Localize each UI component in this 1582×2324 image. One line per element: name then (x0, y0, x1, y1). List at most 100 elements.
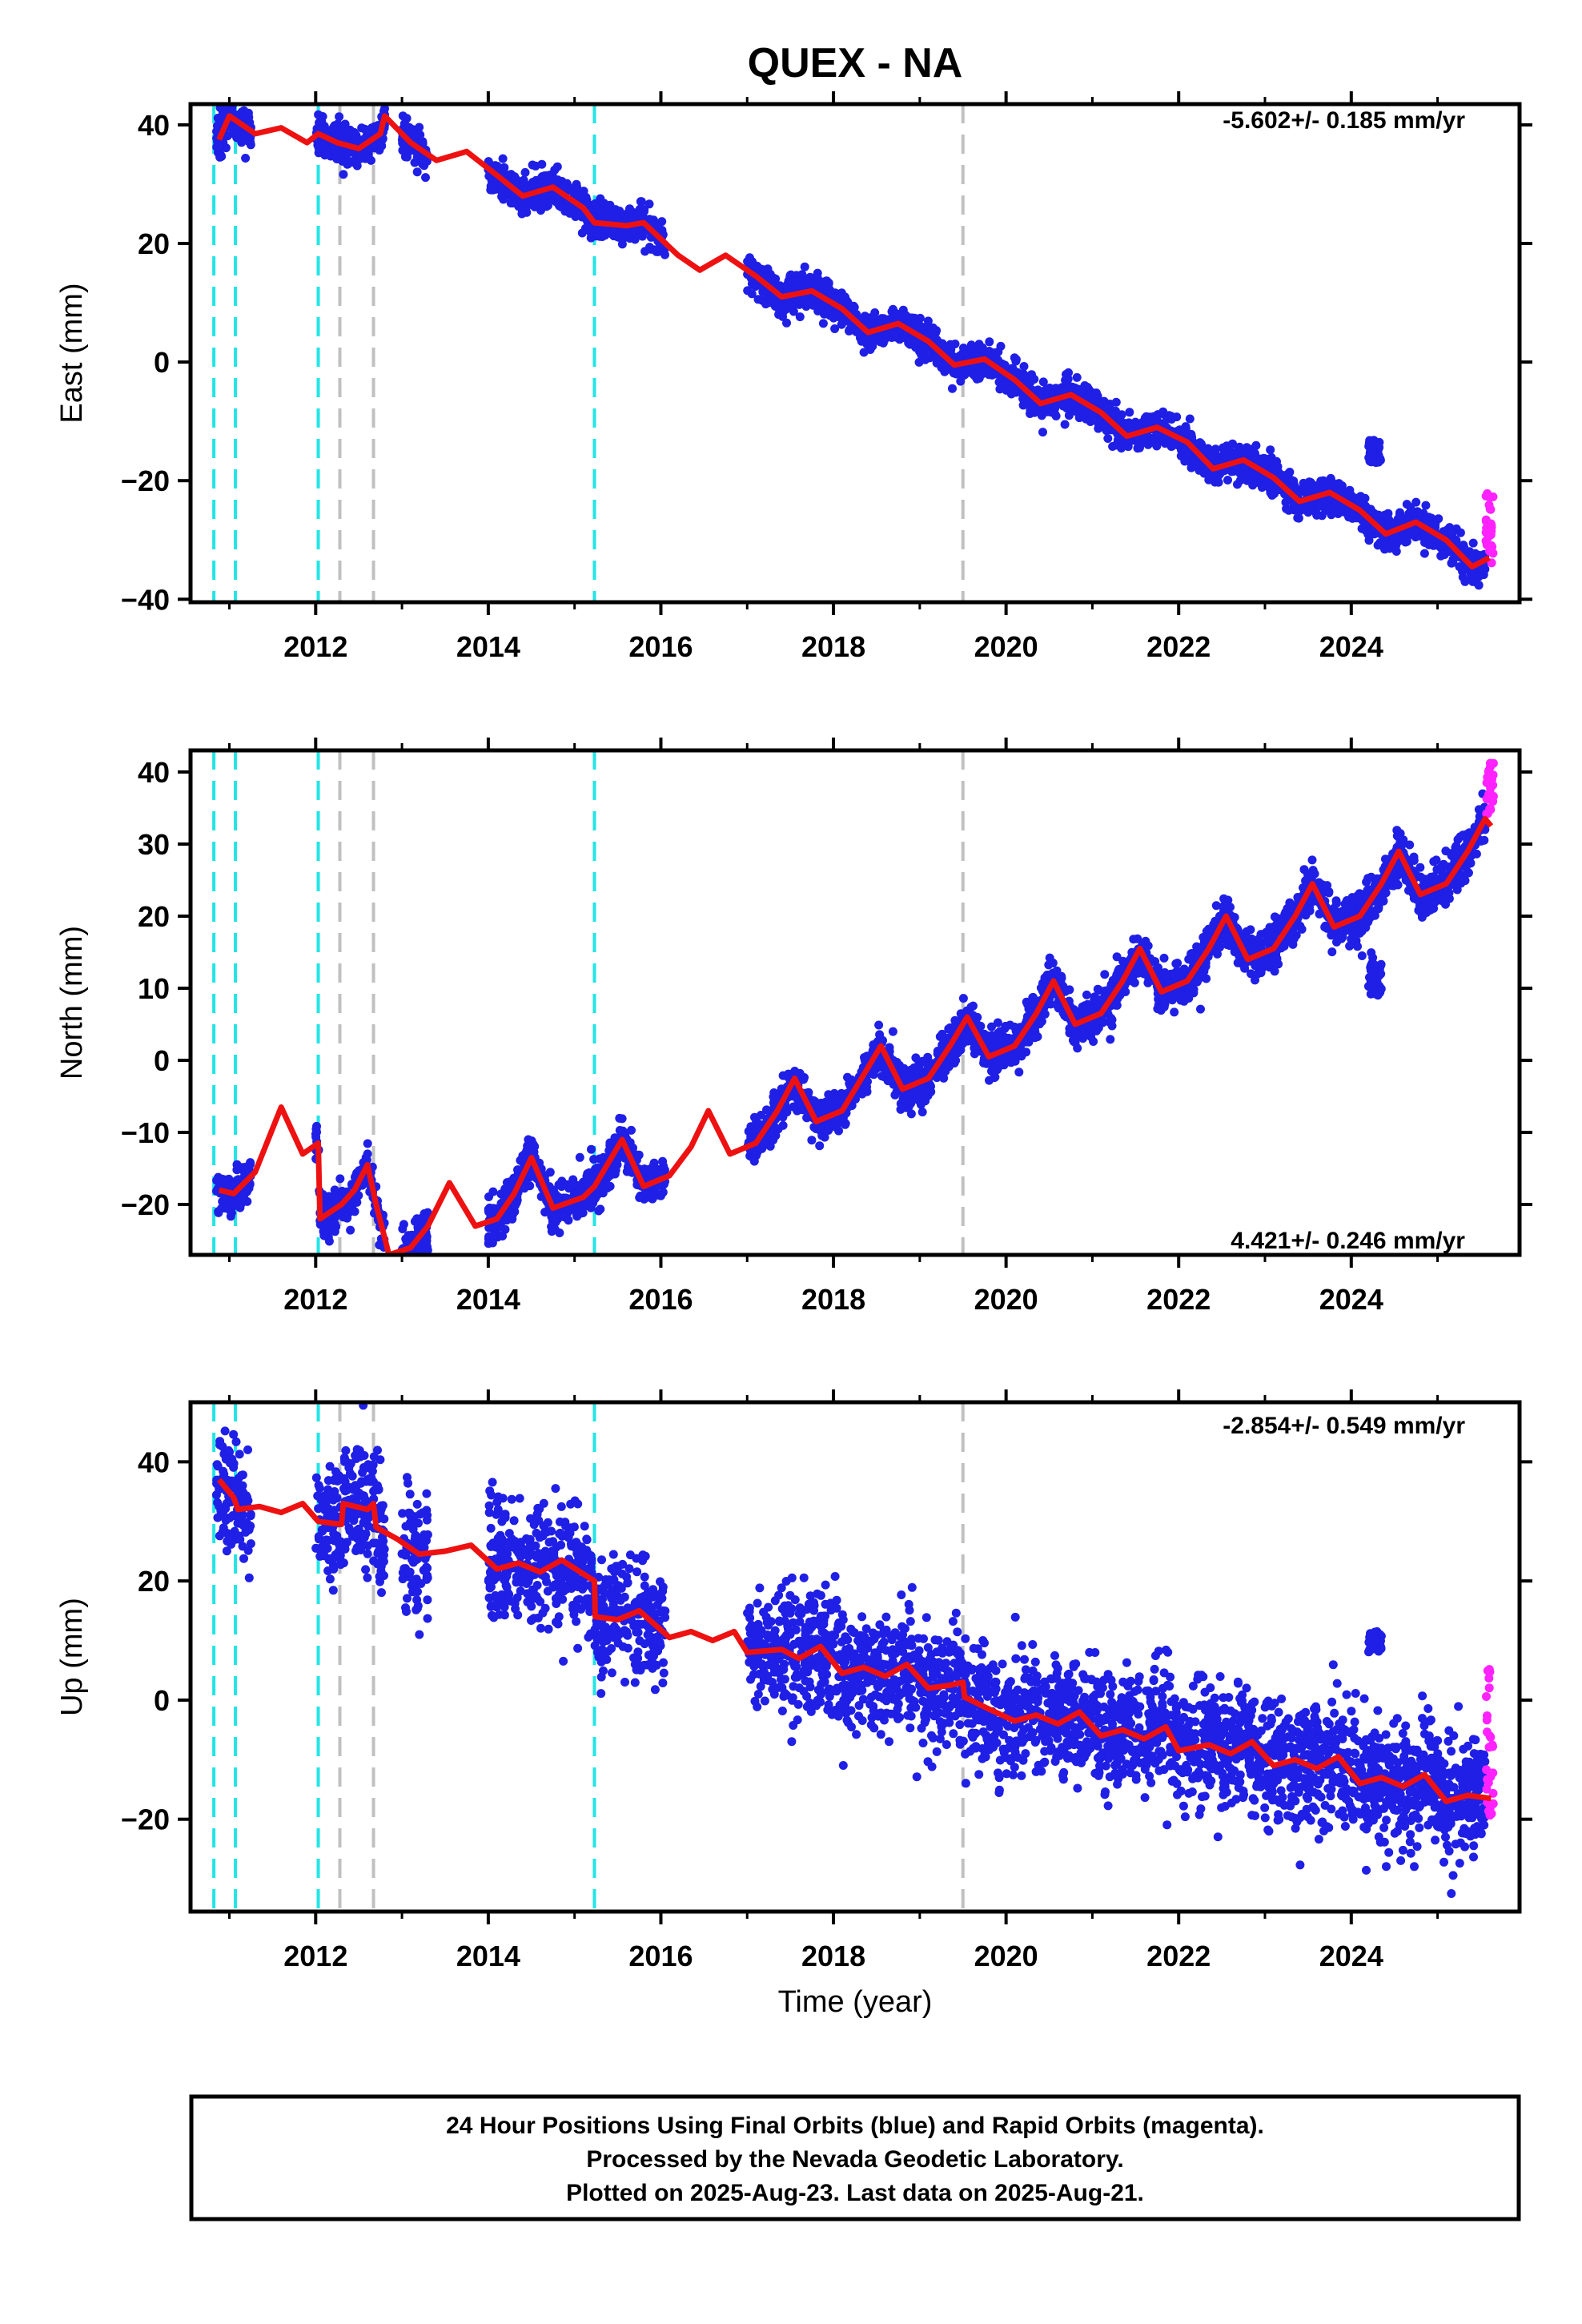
data-point-3031 (1219, 443, 1228, 452)
data-point-3549 (1306, 478, 1315, 487)
data-point-1031 (625, 204, 634, 214)
data-point-2769 (1421, 501, 1431, 510)
data-point-323 (335, 112, 344, 122)
data-point-1051 (570, 183, 580, 192)
data-point-3167 (1214, 477, 1223, 487)
data-point-3415 (864, 320, 873, 329)
data-point-3118 (770, 301, 780, 311)
x-tick-label-6: 2024 (1319, 630, 1383, 663)
data-point-293 (379, 107, 388, 116)
data-point-3442 (891, 332, 901, 342)
data-point-97 (241, 154, 251, 163)
data-point-3608 (1451, 535, 1460, 545)
data-point-2549 (1424, 513, 1433, 522)
data-point-3581 (1071, 407, 1081, 416)
data-point-3499 (1225, 452, 1235, 462)
data-point-3490 (994, 347, 1003, 356)
data-point-2698 (1108, 442, 1118, 451)
data-point-1033 (547, 1227, 556, 1236)
data-point-3625 (1203, 444, 1213, 453)
data-point-3252 (913, 337, 922, 347)
data-point-1811 (1103, 434, 1113, 443)
data-point-333 (311, 1132, 321, 1142)
data-point-366 (421, 173, 430, 183)
data-point-930 (608, 227, 618, 237)
data-point-432 (412, 167, 422, 177)
data-point-357 (331, 152, 340, 162)
data-point-579 (636, 197, 646, 207)
data-point-931 (614, 232, 624, 242)
data-point-3313 (898, 331, 908, 340)
data-point-3508 (745, 253, 754, 263)
data-point-3226 (1192, 460, 1202, 469)
data-point-1063 (505, 1208, 514, 1218)
data-point-118 (215, 141, 224, 151)
data-point-3615 (901, 311, 910, 320)
data-point-785 (617, 239, 627, 249)
data-point-242 (315, 118, 323, 127)
data-point-1805 (1038, 377, 1048, 387)
data-point-3538 (1419, 529, 1429, 539)
data-point-3115 (1223, 476, 1232, 485)
data-point-3296 (753, 261, 761, 271)
data-point-2607 (946, 340, 955, 349)
y-tick-label-1: −20 (121, 464, 170, 497)
data-point-3057 (747, 289, 757, 299)
x-tick-label-2: 2016 (628, 630, 693, 663)
data-point-971 (602, 1174, 612, 1184)
data-point-3559 (1260, 459, 1270, 468)
data-point-3175 (959, 344, 968, 352)
data-point-3522 (1357, 524, 1367, 533)
plot-frame (188, 102, 1522, 605)
data-point-963 (528, 160, 537, 170)
data-point-335 (340, 123, 349, 133)
data-point-3492 (1419, 549, 1429, 558)
data-point-1058 (640, 247, 650, 256)
data-point-977 (652, 247, 661, 256)
data-point-3585 (990, 354, 1000, 364)
data-point-3599 (1332, 501, 1342, 511)
data-point-3601 (1086, 412, 1095, 421)
data-point-2773 (1272, 456, 1281, 466)
data-point-825 (587, 1144, 596, 1154)
data-point-1008 (528, 178, 537, 187)
data-point-3353 (974, 340, 984, 349)
data-point-273 (335, 1174, 345, 1184)
data-point-351 (363, 126, 373, 135)
plot-area (212, 104, 1498, 602)
data-point-3281 (784, 276, 793, 286)
plot-area (212, 750, 1498, 1279)
final-orbit-points (212, 789, 1490, 1279)
data-point-3501 (814, 278, 824, 287)
data-point-3671 (1375, 454, 1385, 463)
data-point-2017 (1018, 400, 1028, 410)
data-point-1049 (605, 1181, 615, 1191)
rapid-point-23 (1485, 521, 1495, 530)
data-point-440 (420, 1215, 429, 1224)
data-point-439 (398, 146, 408, 155)
data-point-103 (245, 137, 255, 147)
data-point-1034 (544, 171, 554, 180)
data-point-1031 (636, 1191, 645, 1200)
data-point-351 (344, 1204, 353, 1214)
data-point-1057 (601, 214, 611, 223)
data-point-3370 (1110, 408, 1120, 417)
data-point-429 (406, 1256, 415, 1265)
data-point-3444 (1142, 416, 1152, 425)
data-point-2891 (1284, 505, 1294, 515)
data-point-2665 (789, 307, 798, 316)
data-point-2572 (1026, 409, 1034, 418)
data-point-334 (330, 1227, 339, 1236)
data-point-1052 (625, 1138, 635, 1148)
data-point-147 (379, 1270, 388, 1279)
data-point-3594 (1242, 443, 1251, 452)
data-point-515 (520, 167, 530, 177)
data-point-3183 (800, 262, 809, 271)
data-point-2754 (985, 337, 994, 347)
data-point-355 (314, 110, 323, 119)
data-point-3584 (1391, 541, 1400, 551)
data-point-3319 (917, 350, 926, 360)
data-point-1004 (576, 1202, 585, 1212)
data-point-3570 (1347, 513, 1357, 523)
